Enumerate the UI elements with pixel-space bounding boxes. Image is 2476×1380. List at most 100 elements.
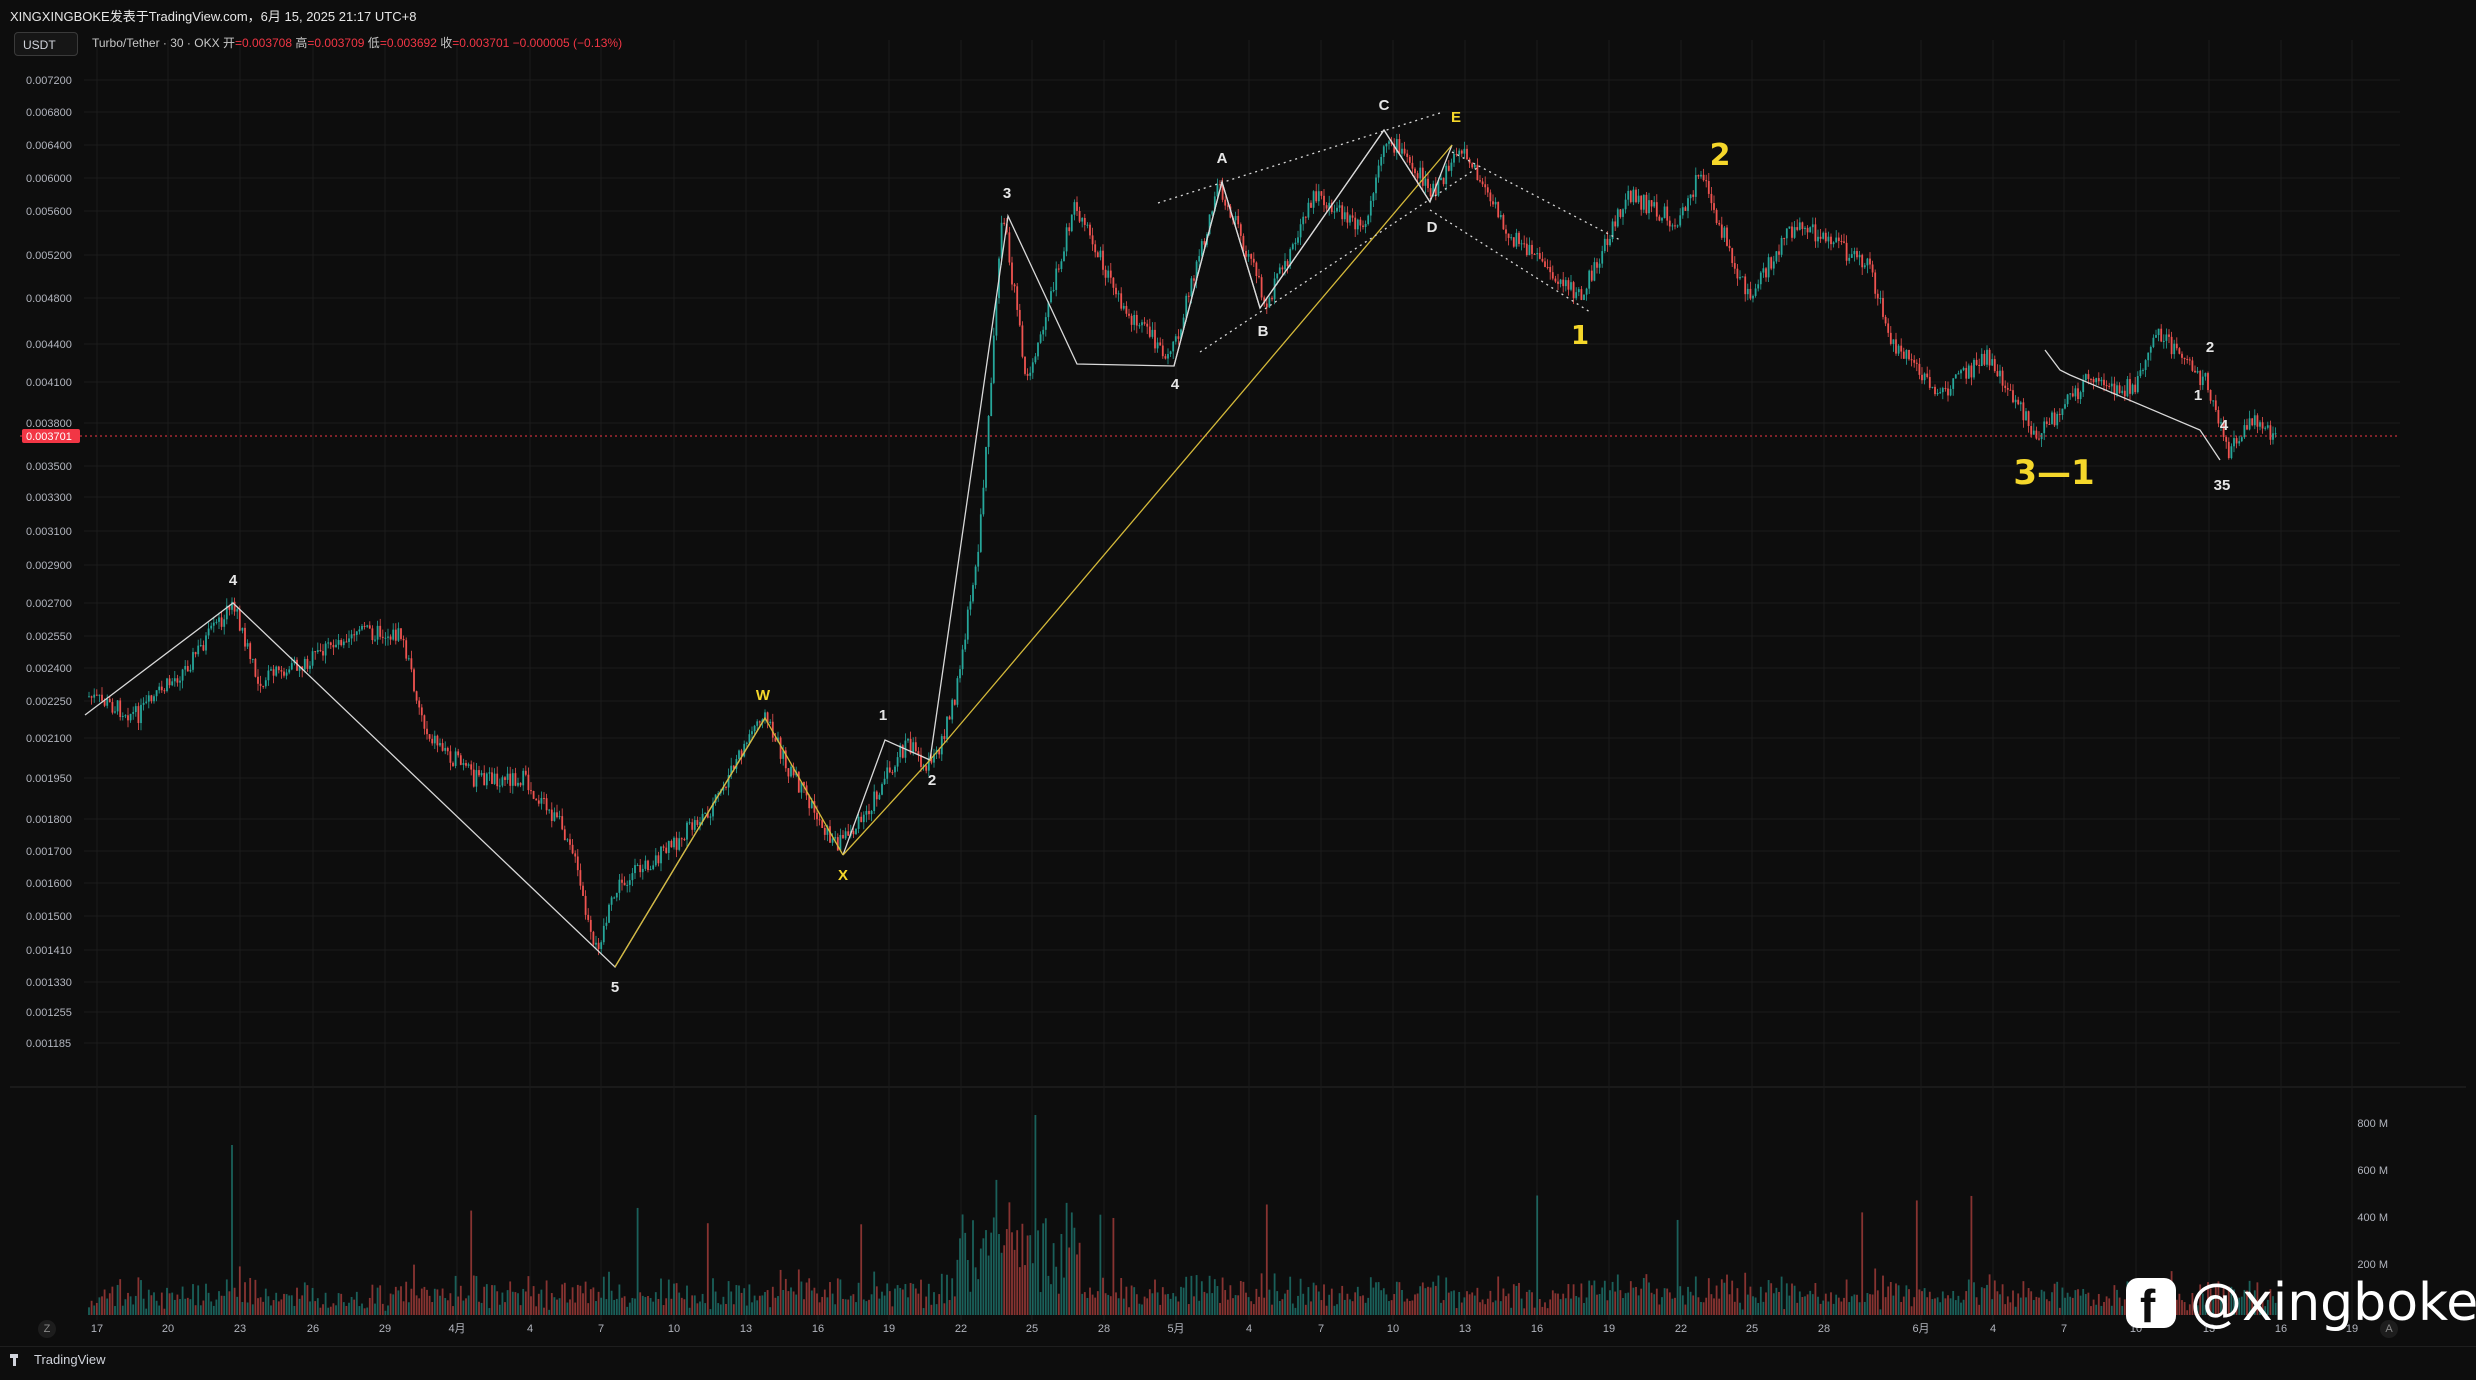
candle-body xyxy=(1070,214,1073,232)
candle-body xyxy=(2051,412,2053,425)
volume-bar xyxy=(1775,1287,1778,1315)
candle-body xyxy=(553,812,556,821)
volume-bar xyxy=(1723,1282,1726,1315)
candle-body xyxy=(1161,345,1164,357)
wave-label: 1 xyxy=(879,707,887,724)
volume-bar xyxy=(1700,1302,1702,1315)
candle-body xyxy=(452,762,454,766)
candle-body xyxy=(670,841,673,848)
candle-body xyxy=(2178,348,2181,354)
price-axis[interactable]: 0.0072000.0068000.0064000.0060000.005600… xyxy=(26,75,72,1050)
volume-bar xyxy=(2069,1296,2072,1315)
volume-bar xyxy=(1182,1287,1185,1315)
auto-scale-left-button[interactable]: Z xyxy=(38,1320,56,1338)
volume-bar xyxy=(1473,1295,1476,1315)
candle-body xyxy=(540,798,543,804)
volume-bar xyxy=(1141,1304,1143,1315)
candle-body xyxy=(1848,257,1851,261)
volume-bar xyxy=(1624,1293,1627,1315)
candle-body xyxy=(2019,402,2022,405)
candle-body xyxy=(2136,376,2139,393)
volume-bar xyxy=(134,1295,137,1315)
candle-body xyxy=(1915,362,1918,364)
volume-bar xyxy=(1005,1229,1008,1315)
candle-body xyxy=(1762,268,1765,273)
volume-bar xyxy=(335,1305,337,1315)
volume-bar xyxy=(475,1276,478,1315)
candle-body xyxy=(1871,264,1874,273)
currency-unit-button[interactable]: USDT xyxy=(14,32,78,56)
candle-body xyxy=(423,715,426,729)
candle-body xyxy=(1941,388,1944,393)
candle-body xyxy=(212,622,215,626)
volume-bar xyxy=(873,1271,876,1315)
time-tick-label: 17 xyxy=(91,1323,103,1335)
candle-body xyxy=(431,738,434,744)
candle-body xyxy=(2035,430,2038,439)
candle-body xyxy=(192,652,194,670)
time-tick-label: 20 xyxy=(162,1323,174,1335)
symbol-label[interactable]: Turbo/Tether · 30 · OKX xyxy=(92,36,220,50)
candle-body xyxy=(992,335,995,383)
wave-label: 5 xyxy=(611,979,619,996)
candle-body xyxy=(756,721,759,726)
volume-bar xyxy=(2079,1295,2082,1315)
candle-body xyxy=(418,700,421,708)
open-label: 开 xyxy=(222,36,235,50)
volume-bar xyxy=(452,1306,454,1315)
volume-bar xyxy=(1564,1298,1567,1315)
volume-bar xyxy=(114,1306,116,1315)
volume-bar xyxy=(917,1293,920,1315)
volume-bar xyxy=(1681,1295,1684,1315)
tradingview-brand[interactable]: TradingView xyxy=(10,1352,106,1367)
candle-body xyxy=(714,794,717,803)
volume-bar xyxy=(1213,1279,1216,1315)
volume-bar xyxy=(433,1288,436,1315)
volume-bar xyxy=(1947,1295,1949,1315)
volume-bar xyxy=(592,1287,595,1315)
candle-body xyxy=(1793,227,1796,238)
volume-bar xyxy=(654,1292,657,1315)
candle-body xyxy=(1791,226,1793,238)
candle-body xyxy=(927,758,930,771)
candle-body xyxy=(1710,193,1713,204)
volume-bar xyxy=(621,1297,623,1315)
volume-bar xyxy=(1793,1285,1796,1315)
volume-bar xyxy=(2259,1301,2261,1315)
volume-bar xyxy=(1609,1290,1611,1315)
volume-bar xyxy=(1052,1243,1055,1315)
auto-scale-right-button[interactable]: A xyxy=(2380,1320,2398,1338)
volume-bar xyxy=(2009,1302,2012,1315)
candle-body xyxy=(1655,202,1658,217)
candle-body xyxy=(730,765,733,776)
price-tick-label: 0.003500 xyxy=(26,461,72,473)
volume-bar xyxy=(493,1285,496,1315)
candle-body xyxy=(2121,390,2124,394)
volume-bar xyxy=(1512,1284,1515,1315)
time-axis[interactable]: 17 20 23 26 29 4月 4 7 10 13 16 19 22 25 28 5月 4 7 10 13 16 19… xyxy=(91,1323,2358,1335)
candle-body xyxy=(1408,156,1411,163)
volume-bar xyxy=(1531,1292,1533,1315)
volume-bar xyxy=(1299,1278,1302,1315)
candle-body xyxy=(236,609,239,612)
candle-body xyxy=(1947,388,1949,396)
volume-bar xyxy=(2035,1296,2038,1315)
candle-body xyxy=(1385,143,1388,147)
volume-bar xyxy=(883,1295,886,1315)
candle-body xyxy=(2186,359,2189,361)
volume-bar xyxy=(285,1294,288,1315)
candle-body xyxy=(517,782,519,786)
volume-bar xyxy=(413,1264,415,1315)
candle-body xyxy=(519,782,522,786)
volume-bar xyxy=(667,1279,670,1315)
candle-body xyxy=(184,666,187,670)
volume-bar xyxy=(345,1305,348,1315)
candle-body xyxy=(717,793,720,795)
volume-bar xyxy=(1601,1287,1604,1315)
candle-body xyxy=(1198,256,1201,262)
price-tick-label: 0.001185 xyxy=(26,1038,71,1050)
candle-body xyxy=(1707,180,1710,194)
time-tick-label: 13 xyxy=(740,1323,752,1335)
volume-bar xyxy=(1949,1298,1952,1315)
